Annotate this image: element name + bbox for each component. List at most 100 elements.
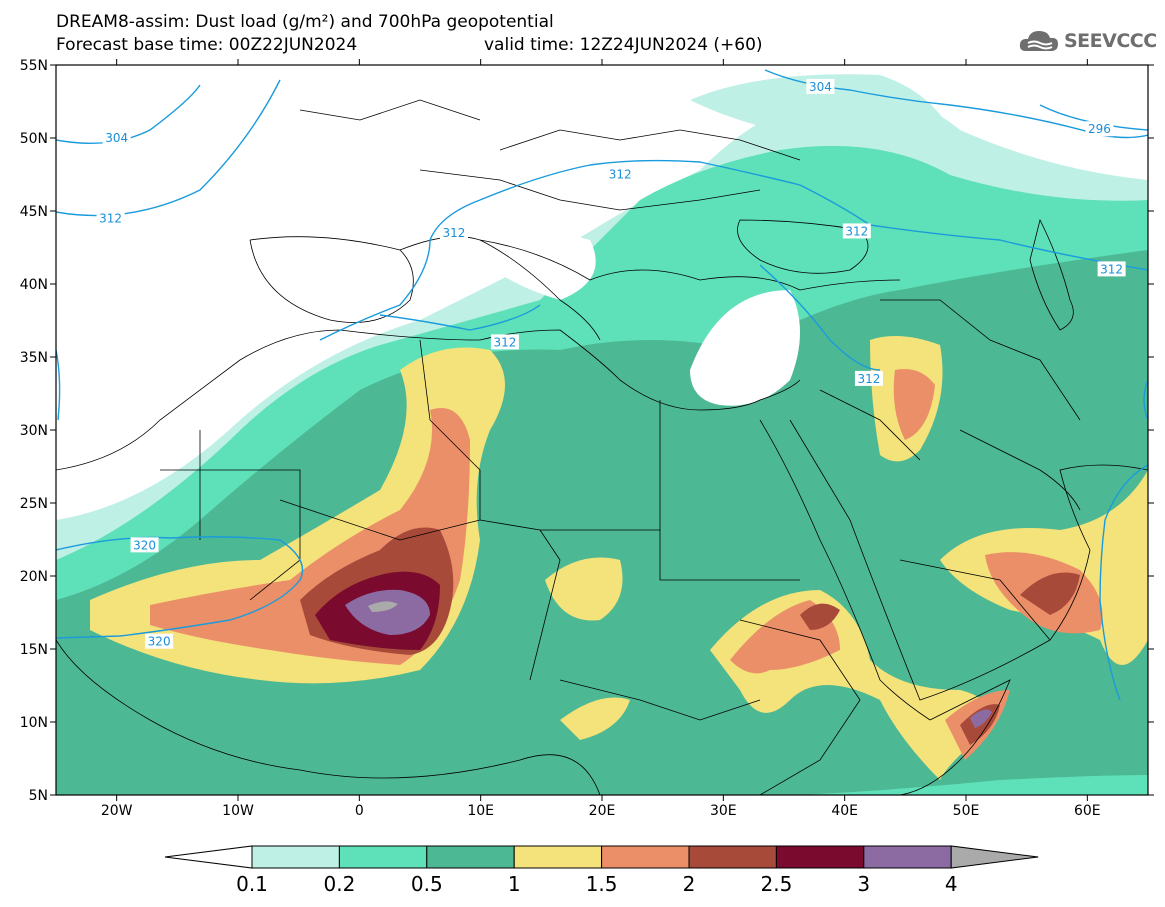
colorbar-segment [426,845,515,869]
contour-label: 304 [809,80,832,94]
persian-gulf [959,429,1081,511]
colorbar-label: 0.2 [323,872,355,896]
dust-band-0.1-north [690,74,960,154]
border-i [899,559,1051,641]
map-title: DREAM8-assim: Dust load (g/m²) and 700hP… [56,12,554,32]
colorbar-segment [338,845,428,869]
italy [479,239,601,341]
forecast-base-time: Forecast base time: 00Z22JUN2024 [56,35,358,55]
lon-tick-label: 20W [101,803,133,819]
lat-tick-label: 10N [20,715,48,731]
lon-tick-label: 50E [953,803,980,819]
contour-labels: 304 312 312 312 312 312 312 312 304 296 320 320 [96,78,1126,649]
lat-tick-label: 55N [20,58,48,74]
lat-tick-label: 20N [20,569,48,585]
dust-band-2-arabia [1020,572,1080,615]
border-g [880,299,1081,421]
contour-label: 312 [609,168,632,182]
lon-tick-label: 0 [355,803,364,819]
lat-tick-label: 40N [20,277,48,293]
border-j [499,129,801,161]
dust-band-2-ethiopia [800,603,840,630]
lat-tick-label: 50N [20,131,48,147]
logo-text: SEEVCCC [1064,30,1157,52]
colorbar-low-arrow [164,845,253,869]
lon-tick-label: 60E [1074,803,1101,819]
colorbar-label: 2.5 [760,872,792,896]
contour-label-bg [130,537,159,553]
red-sea [759,419,931,721]
dust-band-1-sudan [560,697,630,740]
colorbar-segment [601,845,690,869]
latitude-axis: 55N 50N 45N 40N 35N 30N 25N 20N 15N 10N 5N [20,58,1154,804]
contour-label-bg [490,334,519,350]
contour-label: 312 [857,372,880,386]
contour-label-bg [842,223,871,239]
contour-label-bg [145,633,174,649]
lon-tick-label: 40E [831,803,858,819]
contour-296 [1039,104,1148,131]
horn-coast [899,679,1011,795]
colorbar-label: 0.1 [236,872,268,896]
lat-tick-label: 30N [20,423,48,439]
arabia-coast [789,419,1148,701]
contour-label: 296 [1088,122,1111,136]
contour-label-bg [806,78,835,94]
border-e [419,339,481,520]
colorbar-high-arrow [950,845,1039,869]
dust-band-4 [368,601,398,612]
colorbar-label: 2 [683,872,696,896]
africa-coastline [56,329,801,471]
contour-label-bg [1097,261,1126,277]
dust-band-1-chad [545,557,623,621]
contour-label: 312 [99,211,122,225]
contour-312-main [319,159,1148,341]
lat-tick-label: 5N [29,788,48,804]
contour-320-left [56,349,61,421]
contour-304-west [56,84,201,144]
colorbar: 0.1 0.2 0.5 1 1.5 2 2.5 3 4 [164,845,1039,896]
border-m [739,619,861,795]
contour-label: 312 [443,226,466,240]
contour-label: 320 [148,635,171,649]
dust-band-1.5-iraq [893,369,935,440]
colorbar-segment [775,845,865,869]
colorbar-segment [513,845,603,869]
contour-312-loop [379,304,541,331]
lat-tick-label: 35N [20,350,48,366]
colorbar-label: 0.5 [411,872,443,896]
contour-label-bg [102,130,131,145]
lat-tick-label: 25N [20,496,48,512]
colorbar-segment [863,845,952,869]
lat-tick-label: 15N [20,642,48,658]
colorbar-label: 4 [945,872,958,896]
border-l [299,99,481,121]
country-borders [56,99,1148,795]
caspian [1029,218,1074,331]
lon-tick-label: 20E [589,803,616,819]
colorbar-label: 1 [508,872,521,896]
contour-312-east [759,264,881,371]
colorbar-label: 3 [857,872,870,896]
contour-label: 320 [133,538,156,552]
contour-316-east [1143,379,1148,421]
clear-area-mediterranean [690,290,800,406]
colorbar-segment [688,845,777,869]
contour-label: 312 [845,224,868,238]
lon-tick-label: 10W [222,803,254,819]
west-africa-coast [56,639,601,795]
dust-band-3-socotra [970,709,992,728]
longitude-axis: 20W 10W 0 10E 20E 30E 40E 50E 60E [101,59,1101,819]
contour-label: 312 [1100,262,1123,276]
dust-band-3 [345,589,430,635]
dust-field [56,65,1148,795]
border-a [160,469,301,601]
cloud-icon [1019,31,1058,51]
contour-label-bg [606,166,635,182]
border-d [659,530,800,581]
valid-time: valid time: 12Z24JUN2024 (+60) [484,35,763,55]
contour-label-bg [439,224,468,240]
contour-320-east [1099,464,1148,701]
contour-label-bg [96,210,125,226]
